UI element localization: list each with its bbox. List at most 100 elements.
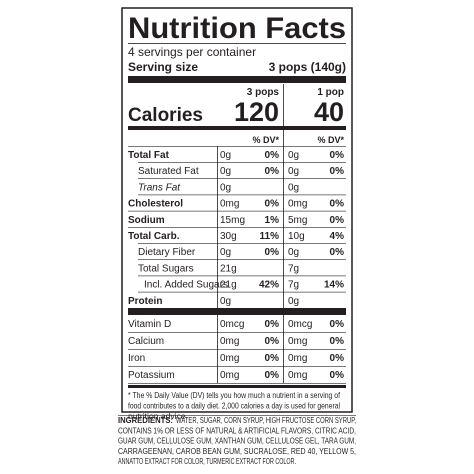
rule: [128, 332, 346, 333]
rule: [128, 43, 346, 44]
rule: [128, 366, 346, 367]
amount: 0mg: [220, 370, 239, 381]
column-divider: [283, 130, 284, 383]
amount: 0g: [288, 182, 299, 193]
daily-value: 11%: [260, 231, 280, 242]
nutrient-label: Calcium: [128, 336, 164, 347]
column-divider: [283, 84, 284, 126]
rule: [138, 194, 346, 196]
column-header: 3 pops: [247, 87, 280, 98]
rule: [138, 243, 346, 244]
amount: 5mg: [288, 215, 307, 226]
serving-size-value: 3 pops (140g): [269, 60, 346, 74]
daily-value: 0%: [330, 215, 345, 226]
rule: [128, 126, 346, 130]
rule: [138, 178, 346, 179]
rule: [138, 291, 346, 293]
nutrient-label: Cholesterol: [128, 199, 183, 210]
amount: 0mg: [288, 199, 307, 210]
column-header: 1 pop: [317, 87, 344, 98]
daily-value: 0%: [330, 336, 345, 347]
nutrient-label: Total Sugars: [138, 263, 194, 274]
daily-value: 0%: [330, 166, 345, 177]
daily-value: 0%: [330, 150, 345, 161]
amount: 0g: [220, 166, 231, 177]
amount: 0mcg: [288, 319, 312, 330]
daily-value: 42%: [259, 280, 279, 291]
nutrient-label: Potassium: [128, 370, 175, 381]
label-border: [121, 7, 353, 413]
amount: 7g: [288, 263, 299, 274]
daily-value: 0%: [330, 319, 345, 330]
daily-value: 0%: [265, 166, 280, 177]
rule: [128, 349, 346, 350]
footnote-line: food contributes to a daily diet. 2,000 …: [128, 402, 340, 411]
rule: [128, 210, 346, 212]
ingredients-line: CONTAINS 1% OR LESS OF NATURAL & ARTIFIC…: [118, 426, 356, 435]
daily-value: 0%: [330, 370, 345, 381]
daily-value: 1%: [265, 215, 280, 226]
ingredients-line: ANNATTO EXTRACT FOR COLOR, TURMERIC EXTR…: [118, 457, 296, 466]
daily-value: 0%: [265, 336, 280, 347]
daily-value: 0%: [265, 353, 280, 364]
amount: 0g: [288, 296, 299, 307]
calories-value: 40: [314, 97, 344, 127]
amount: 15mg: [220, 215, 245, 226]
nutrient-label: Total Carb.: [128, 231, 180, 242]
dv-header: % DV*: [317, 135, 344, 145]
rule: [138, 275, 346, 277]
amount: 0g: [220, 296, 231, 307]
daily-value: 0%: [265, 247, 280, 258]
nutrient-label: Saturated Fat: [138, 166, 199, 177]
nutrient-label: Dietary Fiber: [138, 247, 196, 258]
amount: 0g: [288, 166, 299, 177]
daily-value: 0%: [265, 319, 280, 330]
column-divider: [217, 146, 218, 383]
calories-value: 120: [234, 97, 279, 127]
nutrient-label: Incl. Added Sugars: [144, 280, 228, 291]
rule: [128, 146, 346, 147]
nutrient-label: Vitamin D: [128, 319, 171, 330]
amount: 0mg: [220, 336, 239, 347]
rule: [128, 227, 346, 228]
ingredients-line: GUAR GUM, CELLULOSE GUM, XANTHAN GUM, CE…: [118, 437, 356, 446]
ingredients-label: INGREDIENTS:: [118, 416, 173, 425]
ingredients-line: WATER, SUGAR, CORN SYRUP, HIGH FRUCTOSE …: [176, 416, 356, 425]
calories-label: Calories: [128, 105, 203, 126]
rule: [138, 162, 346, 163]
title: Nutrition Facts: [128, 12, 346, 45]
rule: [128, 76, 346, 83]
nutrient-label: Protein: [128, 296, 162, 307]
nutrient-label: Iron: [128, 353, 145, 364]
daily-value: 4%: [330, 231, 345, 242]
amount: 21g: [220, 280, 237, 291]
amount: 0g: [220, 182, 231, 193]
amount: 0g: [288, 150, 299, 161]
daily-value: 0%: [265, 199, 280, 210]
footnote-line: nutrition advice.: [128, 412, 188, 421]
amount: 0mcg: [220, 319, 244, 330]
nutrient-label: Trans Fat: [138, 182, 181, 193]
amount: 7g: [288, 280, 299, 291]
amount: 0mg: [288, 370, 307, 381]
rule: [128, 308, 346, 315]
rule: [128, 385, 346, 388]
amount: 0mg: [220, 353, 239, 364]
amount: 0mg: [288, 353, 307, 364]
nutrient-label: Sodium: [128, 215, 165, 226]
rule: [118, 415, 356, 416]
serving-size-label: Serving size: [128, 60, 198, 74]
amount: 0g: [288, 247, 299, 258]
servings: 4 servings per container: [128, 45, 256, 59]
ingredients-line: CARRAGEENAN, CAROB BEAN GUM, SUCRALOSE, …: [118, 447, 356, 456]
dv-header: % DV*: [252, 135, 279, 145]
daily-value: 0%: [265, 370, 280, 381]
daily-value: 0%: [330, 199, 345, 210]
rule: [138, 259, 346, 260]
footnote-line: * The % Daily Value (DV) tells you how m…: [128, 391, 341, 400]
amount: 0mg: [220, 199, 239, 210]
amount: 30g: [220, 231, 237, 242]
amount: 0mg: [288, 336, 307, 347]
daily-value: 0%: [265, 150, 280, 161]
